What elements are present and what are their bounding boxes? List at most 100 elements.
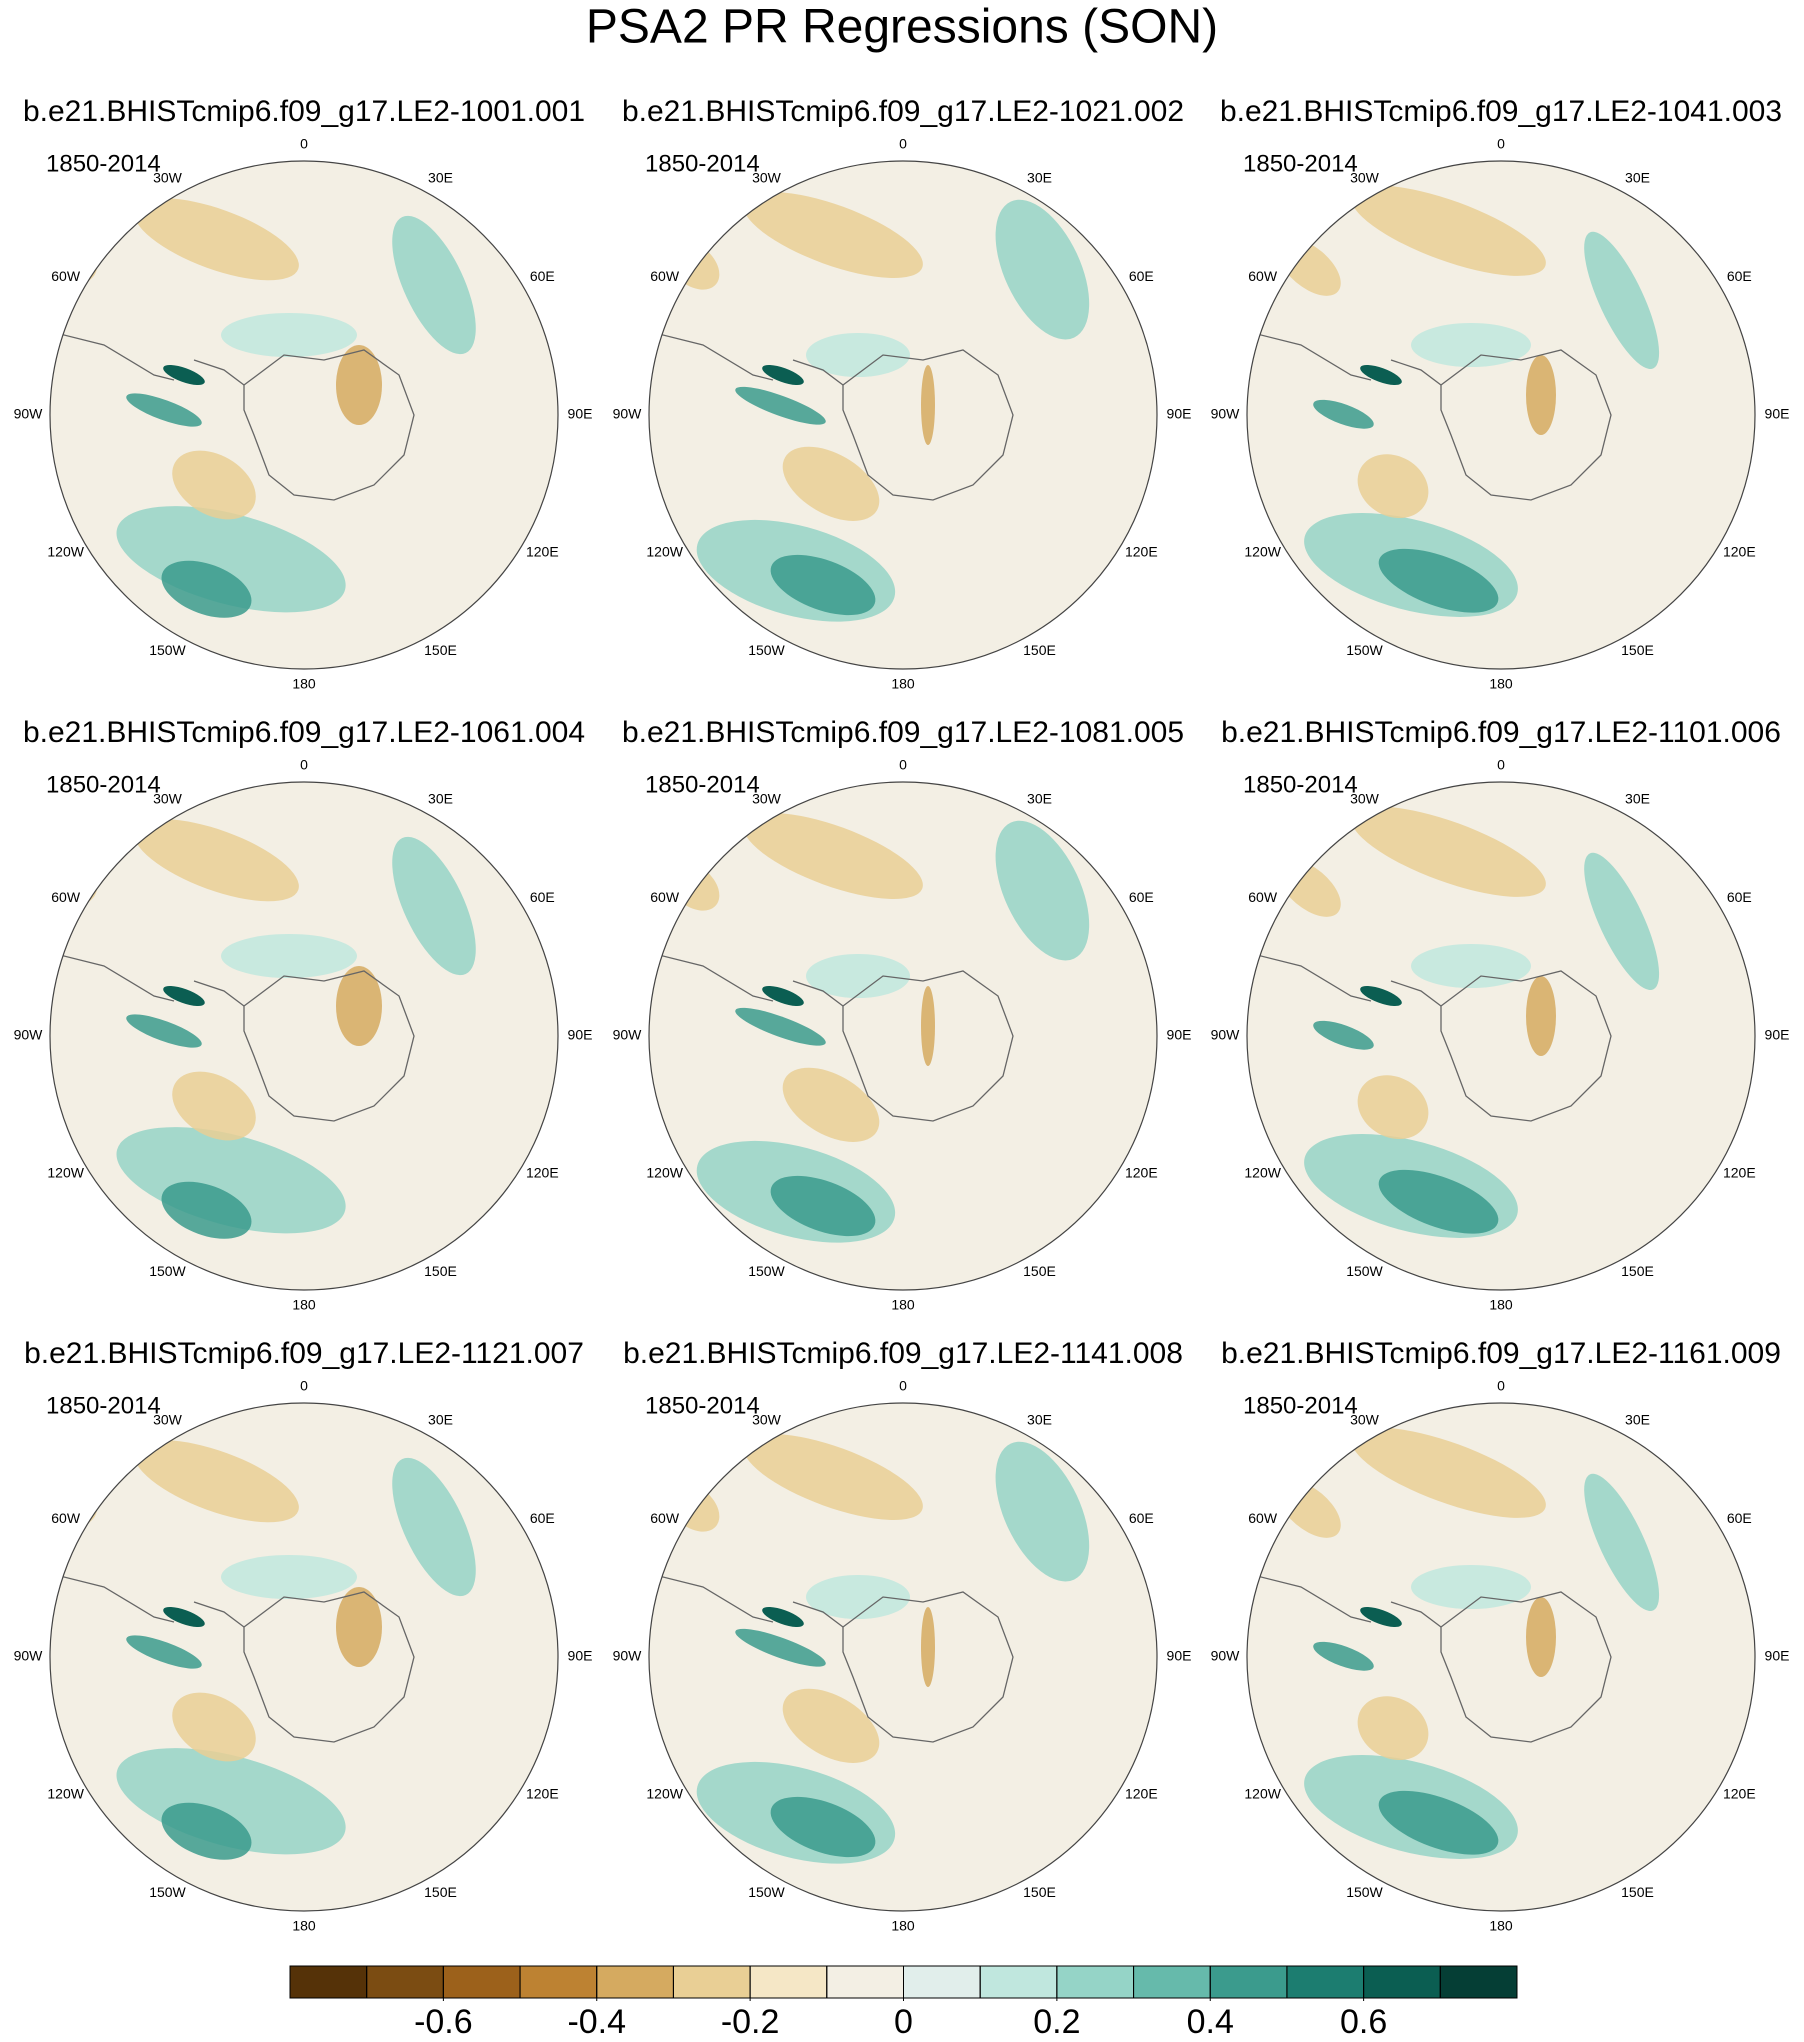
anomaly-region — [921, 986, 935, 1066]
longitude-label: 30W — [752, 169, 782, 185]
longitude-label: 30E — [428, 169, 453, 185]
longitude-label: 120E — [1125, 543, 1158, 559]
longitude-label: 60E — [530, 889, 555, 905]
map-field — [1247, 185, 1660, 617]
longitude-label: 30E — [1625, 790, 1650, 806]
anomaly-region — [1360, 986, 1402, 1006]
anomaly-region — [1526, 355, 1556, 435]
anomaly-region — [995, 1441, 1090, 1582]
longitude-label: 0 — [899, 136, 907, 152]
longitude-label: 180 — [1489, 1297, 1513, 1313]
colorbar-box — [1286, 1965, 1365, 1999]
colorbar-box — [1363, 1965, 1441, 1999]
anomaly-region — [1378, 1790, 1499, 1855]
longitude-label: 120W — [646, 543, 683, 559]
longitude-label: 150W — [149, 642, 186, 658]
longitude-label: 30W — [752, 790, 782, 806]
longitude-label: 90W — [1211, 406, 1241, 422]
anomaly-region — [1360, 365, 1402, 385]
longitude-label: 90E — [1765, 406, 1790, 422]
anomaly-region — [1313, 1641, 1374, 1671]
longitude-label: 30W — [153, 1411, 183, 1427]
anomaly-region — [163, 1607, 205, 1627]
longitude-label: 120E — [1723, 543, 1756, 559]
longitude-label: 60W — [1248, 1510, 1278, 1526]
longitude-label: 150E — [1621, 1884, 1654, 1900]
longitude-label: 0 — [899, 757, 907, 773]
colorbar-box — [672, 1965, 751, 1999]
longitude-label: 0 — [1497, 1378, 1505, 1394]
longitude-label: 30W — [1350, 1411, 1380, 1427]
longitude-label: 60E — [1727, 1510, 1752, 1526]
map-border — [1246, 781, 1756, 1291]
map-background — [649, 161, 1157, 669]
longitude-label: 120W — [1244, 543, 1281, 559]
longitude-label: 120W — [646, 1164, 683, 1180]
panel-title: b.e21.BHISTcmip6.f09_g17.LE2-1021.002 — [622, 95, 1184, 128]
panel-period: 1850-2014 — [46, 150, 161, 177]
longitude-label: 180 — [891, 1297, 915, 1313]
longitude-label: 150W — [1346, 1263, 1383, 1279]
panel-title: b.e21.BHISTcmip6.f09_g17.LE2-1121.007 — [24, 1337, 584, 1370]
longitude-label: 90E — [1167, 1027, 1192, 1043]
anomaly-region — [743, 191, 923, 279]
coastline — [1247, 1566, 1372, 1623]
longitude-label: 180 — [891, 1918, 915, 1934]
map-border — [49, 781, 559, 1291]
map-panel: b.e21.BHISTcmip6.f09_g17.LE2-1041.003 185… — [1211, 95, 1790, 692]
colorbar-box — [749, 1965, 828, 1999]
longitude-label: 60W — [1248, 889, 1278, 905]
colorbar-tick-label: 0 — [894, 2003, 913, 2041]
longitude-label: 150E — [1023, 642, 1056, 658]
longitude-label: 150E — [424, 642, 457, 658]
colorbar-box — [903, 1965, 981, 1999]
longitude-label: 60E — [1727, 268, 1752, 284]
longitude-label: 30E — [1027, 169, 1052, 185]
panel-title: b.e21.BHISTcmip6.f09_g17.LE2-1081.005 — [622, 716, 1184, 749]
colorbar-box — [289, 1965, 368, 1999]
longitude-label: 150E — [1023, 1884, 1056, 1900]
map-panel: b.e21.BHISTcmip6.f09_g17.LE2-1021.002 185… — [613, 95, 1192, 692]
longitude-label: 30E — [1027, 790, 1052, 806]
longitude-label: 180 — [292, 1918, 316, 1934]
coastline — [1390, 359, 1442, 386]
longitude-label: 60E — [530, 268, 555, 284]
anomaly-region — [221, 1555, 357, 1599]
panel-title: b.e21.BHISTcmip6.f09_g17.LE2-1061.004 — [23, 716, 585, 749]
coastline — [193, 359, 245, 386]
anomaly-region — [806, 1575, 910, 1619]
longitude-label: 180 — [292, 1297, 316, 1313]
anomaly-region — [161, 1802, 252, 1860]
map-panel: b.e21.BHISTcmip6.f09_g17.LE2-1161.009 185… — [1211, 1337, 1790, 1934]
colorbar-box — [442, 1965, 521, 1999]
colorbar-box — [366, 1965, 444, 1999]
anomaly-region — [163, 365, 205, 385]
longitude-label: 150W — [748, 1884, 785, 1900]
anomaly-region — [172, 1692, 256, 1762]
anomaly-region — [126, 1635, 202, 1669]
anomaly-region — [1357, 1075, 1429, 1140]
longitude-label: 30E — [1027, 1411, 1052, 1427]
longitude-label: 90W — [14, 1027, 44, 1043]
longitude-label: 0 — [899, 1378, 907, 1394]
longitude-label: 150W — [149, 1263, 186, 1279]
anomaly-region — [1351, 1427, 1546, 1518]
anomaly-region — [1351, 185, 1546, 276]
longitude-label: 120E — [526, 543, 559, 559]
anomaly-region — [1357, 454, 1429, 519]
coastline — [50, 1566, 175, 1623]
map-panel: b.e21.BHISTcmip6.f09_g17.LE2-1121.007 185… — [14, 1337, 593, 1934]
colorbar-tick-label: -0.6 — [414, 2003, 473, 2041]
longitude-label: 30E — [1625, 169, 1650, 185]
anomaly-region — [392, 836, 476, 976]
anomaly-region — [392, 1457, 476, 1597]
anomaly-region — [1351, 806, 1546, 897]
colorbar-box — [1209, 1965, 1288, 1999]
coastline — [1247, 324, 1372, 381]
panel-period: 1850-2014 — [46, 771, 161, 798]
anomaly-region — [782, 1688, 880, 1763]
longitude-label: 180 — [292, 676, 316, 692]
anomaly-region — [995, 820, 1090, 961]
anomaly-region — [126, 393, 202, 427]
